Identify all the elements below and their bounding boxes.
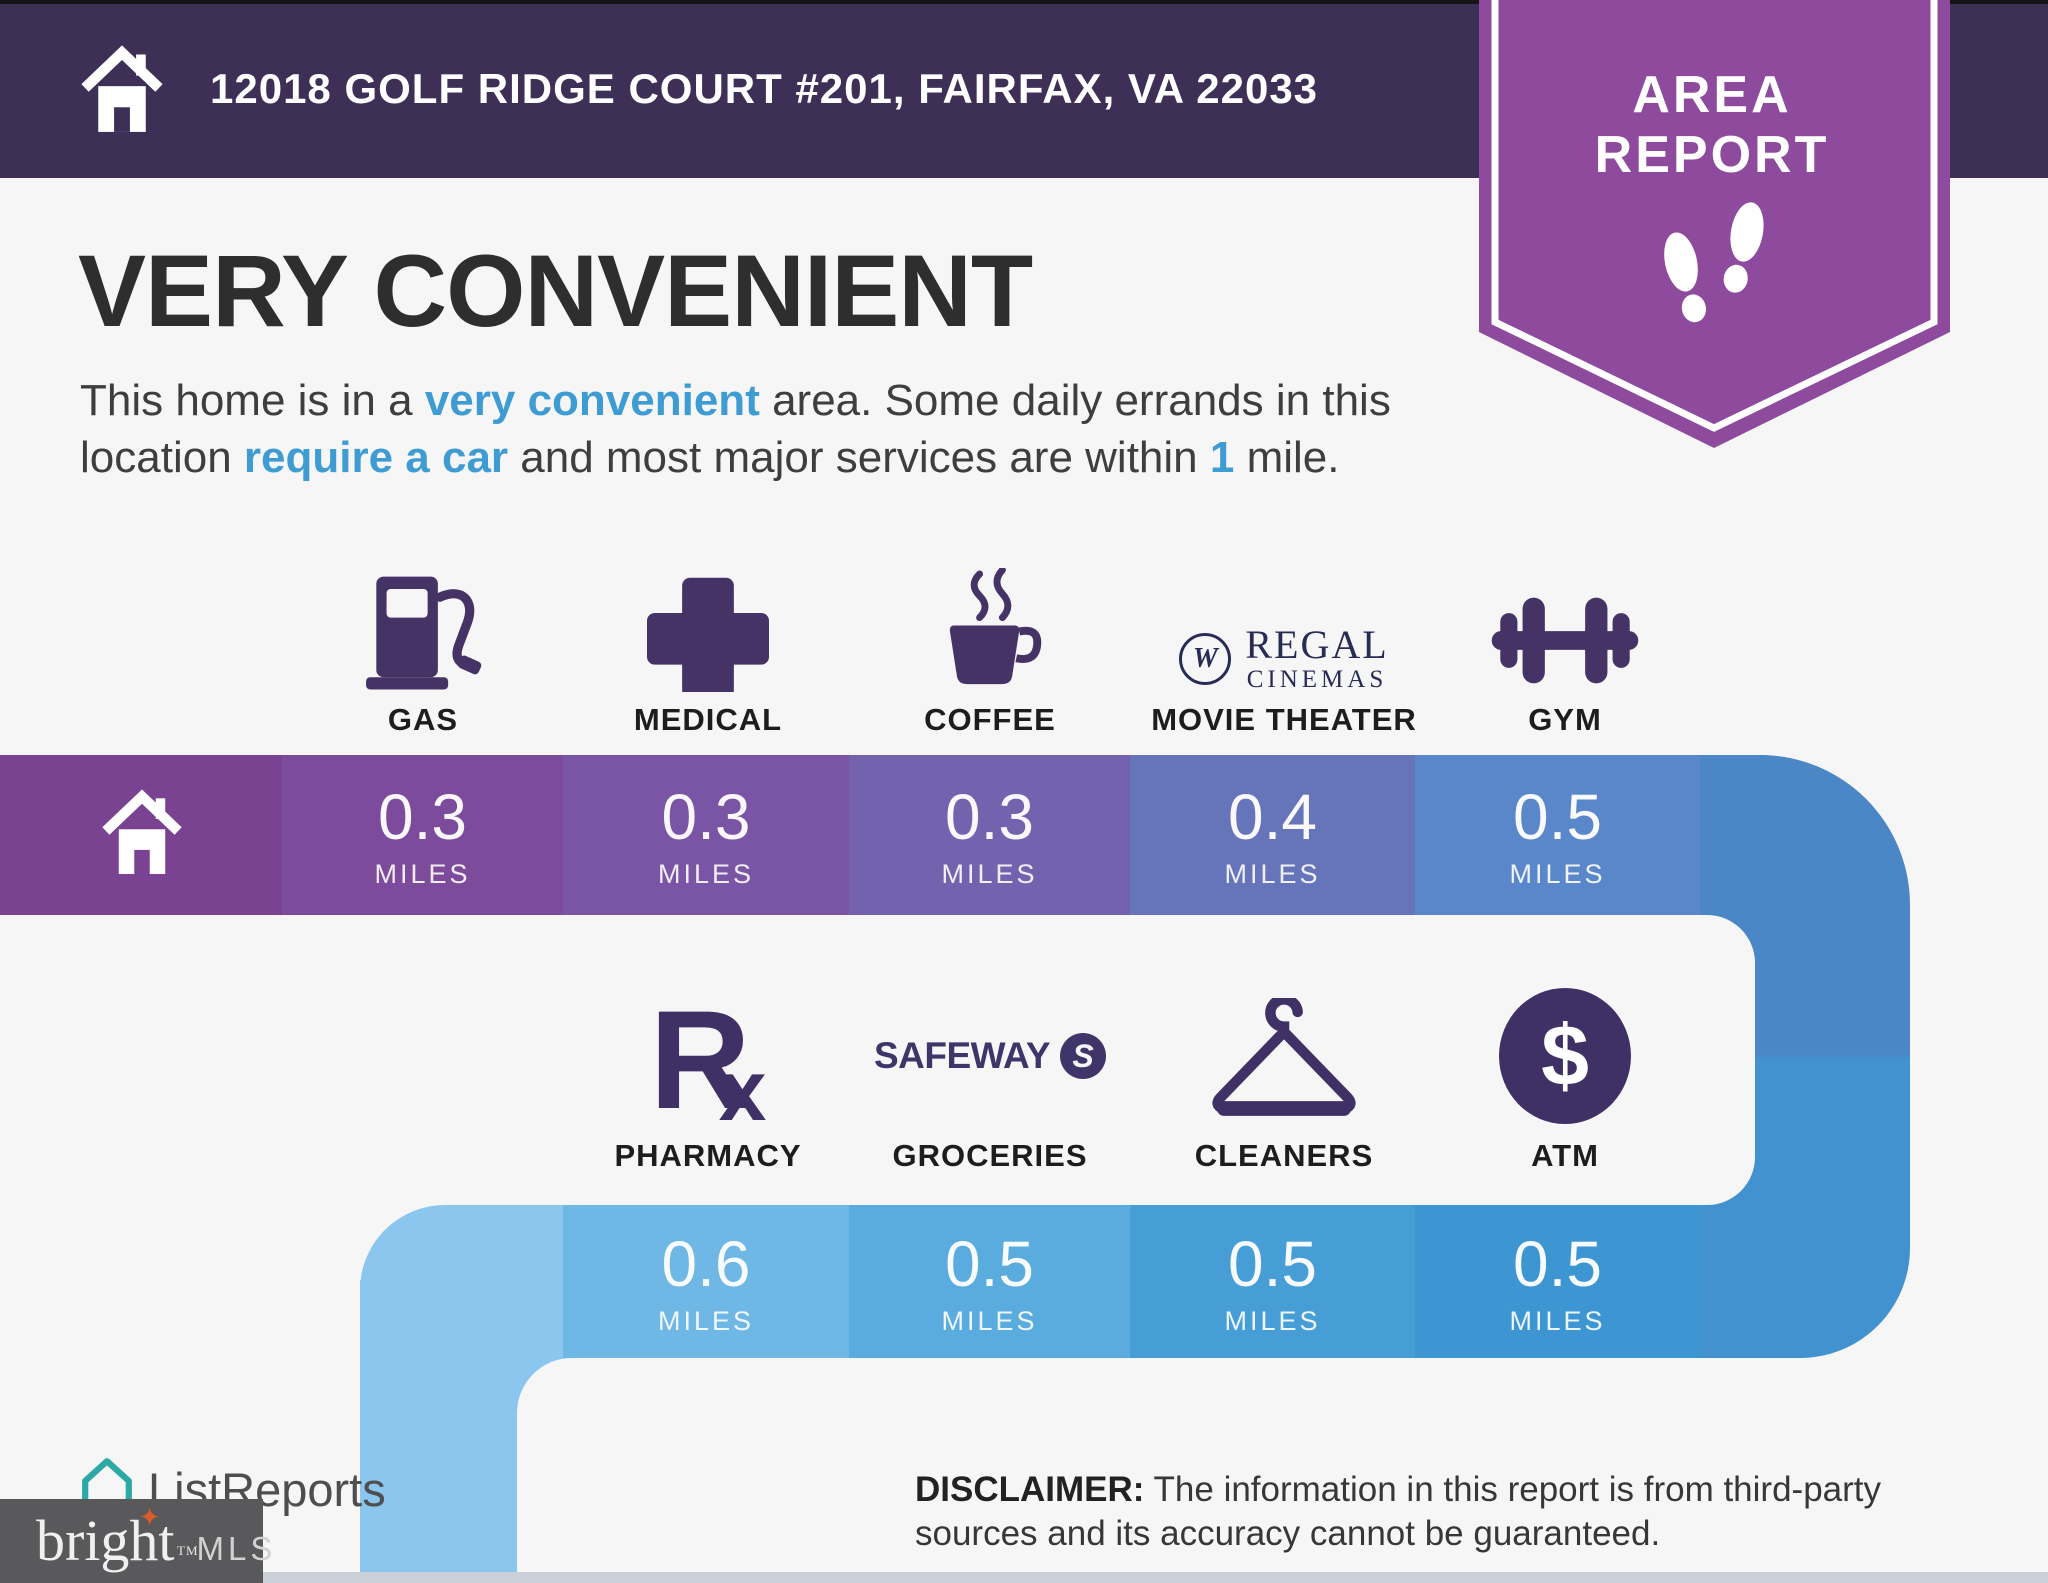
home-icon: [81, 45, 163, 132]
highlight-one: 1: [1209, 433, 1235, 482]
label-atm: ATM: [1531, 1138, 1599, 1173]
bar-left-elbow: [360, 1205, 563, 1358]
home-icon: [102, 789, 182, 874]
label-gym: GYM: [1528, 702, 1602, 737]
regal-monogram: W: [1179, 632, 1232, 685]
cleaners-icon: [1104, 978, 1464, 1134]
distance-movie-theater: 0.4 MILES: [1130, 755, 1415, 915]
pharmacy-icon: R x: [649, 981, 767, 1139]
footprints-icon: [1664, 202, 1764, 323]
gas-icon: [243, 556, 603, 692]
page-title: VERY CONVENIENT: [78, 234, 1033, 348]
disclaimer-label: DISCLAIMER:: [915, 1470, 1145, 1509]
bright-mls-logo: bright ✦ TM MLS: [0, 1499, 272, 1583]
distance-pharmacy: 0.6 MILES: [563, 1205, 849, 1358]
label-coffee: COFFEE: [924, 702, 1056, 737]
ribbon-title-line2: REPORT: [1595, 126, 1830, 184]
bright-wordmark: bright ✦ TM: [36, 1503, 199, 1574]
summary-paragraph: This home is in a very convenient area. …: [80, 376, 1391, 482]
distance-gym: 0.5 MILES: [1415, 755, 1700, 915]
label-pharmacy: PHARMACY: [614, 1138, 802, 1173]
label-groceries: GROCERIES: [892, 1138, 1088, 1173]
paragraph-text: This home is in a: [80, 376, 425, 425]
ribbon-title-line1: AREA: [1632, 66, 1791, 124]
regal-cinemas-logo: W REGAL CINEMAS: [1104, 556, 1464, 692]
coffee-icon: [810, 556, 1170, 692]
property-address: 12018 GOLF RIDGE COURT #201, FAIRFAX, VA…: [210, 65, 1319, 112]
highlight-very-convenient: very convenient: [424, 376, 760, 425]
atm-icon: $: [1385, 978, 1745, 1134]
highlight-require-a-car: require a car: [243, 433, 509, 482]
disclaimer: DISCLAIMER: The information in this repo…: [915, 1470, 1882, 1553]
label-movie-theater: MOVIE THEATER: [1151, 702, 1417, 737]
medical-icon: [528, 556, 888, 692]
label-medical: MEDICAL: [633, 702, 783, 737]
top-edge-line: [0, 0, 2048, 4]
path-inner-notch: [517, 1358, 677, 1518]
mls-wordmark: MLS: [196, 1530, 277, 1567]
safeway-logo: SAFEWAY S: [810, 978, 1170, 1134]
bottom-strip: [0, 1572, 2048, 1583]
distance-cleaners: 0.5 MILES: [1130, 1205, 1415, 1358]
gym-icon: [1385, 556, 1745, 692]
distance-medical: 0.3 MILES: [563, 755, 849, 915]
distance-coffee: 0.3 MILES: [849, 755, 1130, 915]
area-report-ribbon: AREA REPORT: [1479, 0, 1950, 448]
bar-home-segment: [0, 755, 282, 915]
distance-gas: 0.3 MILES: [282, 755, 563, 915]
distance-groceries: 0.5 MILES: [849, 1205, 1130, 1358]
label-gas: GAS: [387, 702, 459, 737]
label-cleaners: CLEANERS: [1194, 1138, 1374, 1173]
distance-atm: 0.5 MILES: [1415, 1205, 1700, 1358]
bright-star-icon: ✦: [138, 1503, 161, 1532]
